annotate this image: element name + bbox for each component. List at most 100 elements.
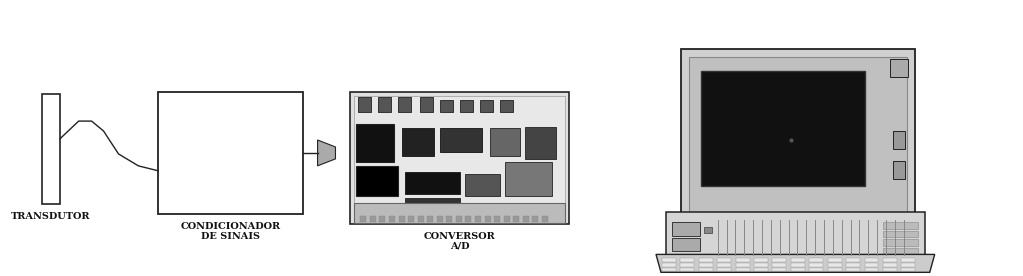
Bar	[389, 216, 395, 222]
Bar	[717, 258, 731, 262]
Bar	[883, 248, 918, 255]
Bar	[883, 268, 897, 271]
Bar	[883, 222, 918, 229]
Bar	[480, 100, 493, 112]
Bar	[754, 263, 768, 267]
Bar	[680, 268, 695, 271]
Bar	[428, 216, 433, 222]
Bar	[523, 216, 529, 222]
Bar	[901, 263, 916, 267]
Bar	[159, 92, 303, 214]
Bar	[754, 268, 768, 271]
Bar	[791, 263, 805, 267]
Bar	[736, 263, 750, 267]
Text: TRANSDUTOR: TRANSDUTOR	[11, 212, 91, 221]
Bar	[354, 203, 566, 222]
Bar	[699, 268, 713, 271]
Bar	[485, 216, 491, 222]
Bar	[662, 268, 676, 271]
Bar	[360, 216, 366, 222]
Bar	[662, 263, 676, 267]
Bar	[666, 212, 925, 263]
Bar	[405, 198, 460, 214]
Bar	[901, 268, 916, 271]
Bar	[399, 216, 404, 222]
Bar	[464, 174, 499, 196]
Bar	[380, 216, 386, 222]
Bar	[864, 263, 879, 267]
Polygon shape	[681, 49, 915, 224]
Bar	[379, 97, 391, 112]
Bar	[717, 268, 731, 271]
Bar	[791, 258, 805, 262]
Bar	[514, 216, 520, 222]
Bar	[662, 258, 676, 262]
Bar	[420, 97, 433, 112]
Polygon shape	[317, 140, 336, 166]
Bar	[736, 258, 750, 262]
Bar	[475, 216, 481, 222]
Bar	[701, 71, 865, 186]
Bar	[893, 161, 905, 179]
Bar	[846, 258, 860, 262]
Bar	[440, 100, 453, 112]
Bar	[736, 268, 750, 271]
Text: CONDICIONADOR
DE SINAIS: CONDICIONADOR DE SINAIS	[180, 222, 280, 241]
Bar	[828, 258, 842, 262]
Bar	[699, 258, 713, 262]
Bar	[504, 162, 552, 196]
Bar	[733, 222, 862, 230]
Bar	[704, 227, 712, 232]
Bar	[417, 216, 424, 222]
Bar	[356, 166, 398, 196]
Bar	[883, 230, 918, 237]
Bar	[370, 216, 375, 222]
Bar	[828, 268, 842, 271]
Bar	[351, 92, 570, 224]
Bar	[680, 263, 695, 267]
Bar	[809, 263, 824, 267]
Bar	[772, 268, 787, 271]
Bar	[446, 216, 452, 222]
Bar	[42, 94, 59, 204]
Bar	[672, 238, 700, 251]
Bar	[490, 128, 520, 156]
Bar	[358, 97, 371, 112]
Bar	[864, 268, 879, 271]
Bar	[890, 59, 907, 77]
Bar	[542, 216, 548, 222]
Bar	[532, 216, 538, 222]
Bar	[754, 258, 768, 262]
Bar	[525, 127, 557, 159]
Bar	[828, 263, 842, 267]
Bar	[405, 172, 460, 194]
Bar	[883, 258, 897, 262]
Bar	[846, 268, 860, 271]
Bar	[494, 216, 500, 222]
Bar	[717, 263, 731, 267]
Bar	[846, 263, 860, 267]
Bar	[688, 57, 906, 216]
Bar	[356, 124, 394, 162]
Bar	[699, 263, 713, 267]
Bar	[456, 216, 462, 222]
Bar	[499, 100, 513, 112]
Bar	[901, 258, 916, 262]
Bar	[893, 131, 905, 149]
Bar	[503, 216, 509, 222]
Bar	[402, 128, 434, 156]
Polygon shape	[656, 254, 935, 272]
Bar	[809, 268, 824, 271]
Bar	[791, 268, 805, 271]
Bar	[772, 258, 787, 262]
Bar	[440, 128, 482, 152]
Bar	[408, 216, 414, 222]
Bar	[864, 258, 879, 262]
Bar	[883, 263, 897, 267]
Bar	[672, 222, 700, 235]
Bar	[883, 240, 918, 246]
Bar	[809, 258, 824, 262]
Text: CONVERSOR
A/D: CONVERSOR A/D	[425, 232, 496, 251]
Bar	[680, 258, 695, 262]
Bar	[772, 263, 787, 267]
